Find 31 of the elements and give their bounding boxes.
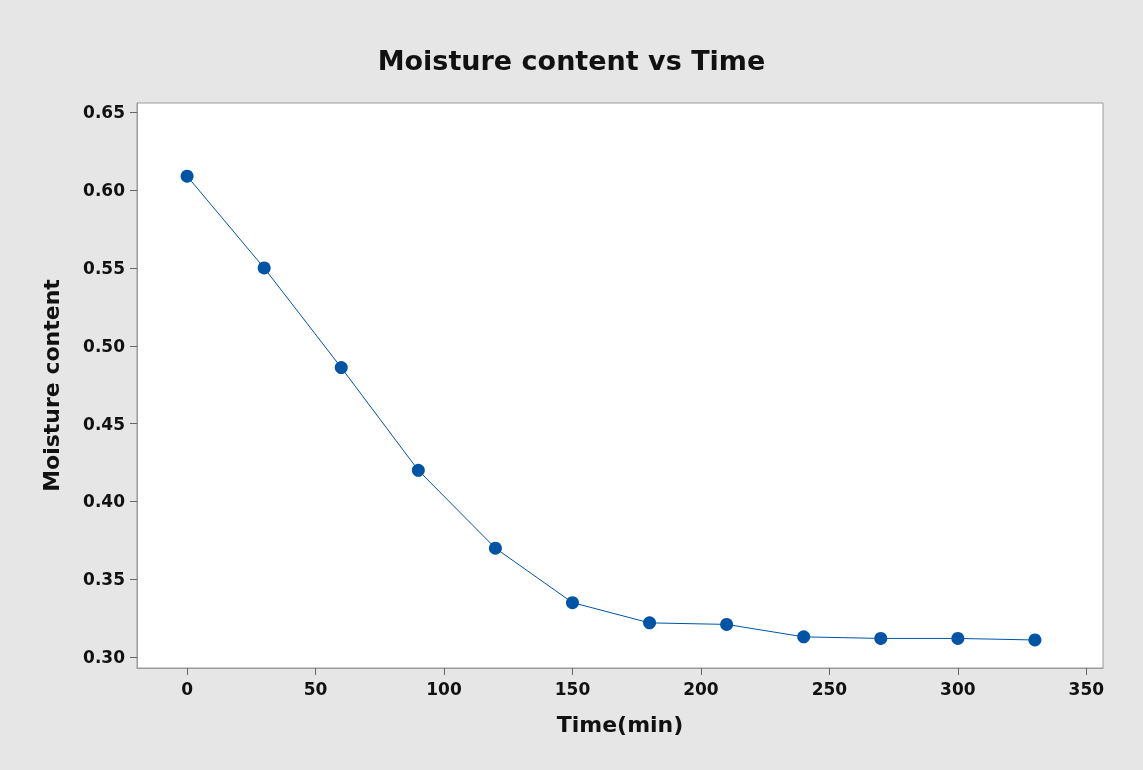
point <box>257 261 271 275</box>
y-tick-label: 0.40 <box>83 491 126 512</box>
point <box>720 617 734 631</box>
point <box>334 361 348 375</box>
x-tick-label: 200 <box>683 678 719 699</box>
point <box>797 630 811 644</box>
y-axis-title: Moisture content <box>38 278 64 492</box>
x-tick-label: 350 <box>1068 678 1105 699</box>
point <box>1028 633 1042 647</box>
y-tick-label: 0.35 <box>83 569 125 590</box>
point <box>643 616 657 630</box>
y-tick-label: 0.45 <box>83 413 125 434</box>
x-tick-label: 300 <box>940 678 976 699</box>
x-tick-label: 250 <box>811 678 848 699</box>
x-axis-title: Time(min) <box>556 711 684 737</box>
x-tick-label: 50 <box>303 678 328 699</box>
point <box>565 596 579 610</box>
point <box>180 169 194 183</box>
y-tick-label: 0.60 <box>83 180 126 201</box>
point <box>951 631 965 645</box>
point <box>488 541 502 555</box>
x-tick-label: 0 <box>181 678 194 699</box>
point <box>411 463 425 477</box>
x-tick-label: 150 <box>554 678 591 699</box>
y-tick-label: 0.55 <box>83 257 125 278</box>
chart-title: Moisture content vs Time <box>377 45 766 76</box>
x-tick-label: 100 <box>426 678 462 699</box>
y-tick-label: 0.50 <box>83 335 126 356</box>
y-tick-label: 0.65 <box>83 102 125 123</box>
y-tick-label: 0.30 <box>83 647 126 668</box>
point <box>874 631 888 645</box>
